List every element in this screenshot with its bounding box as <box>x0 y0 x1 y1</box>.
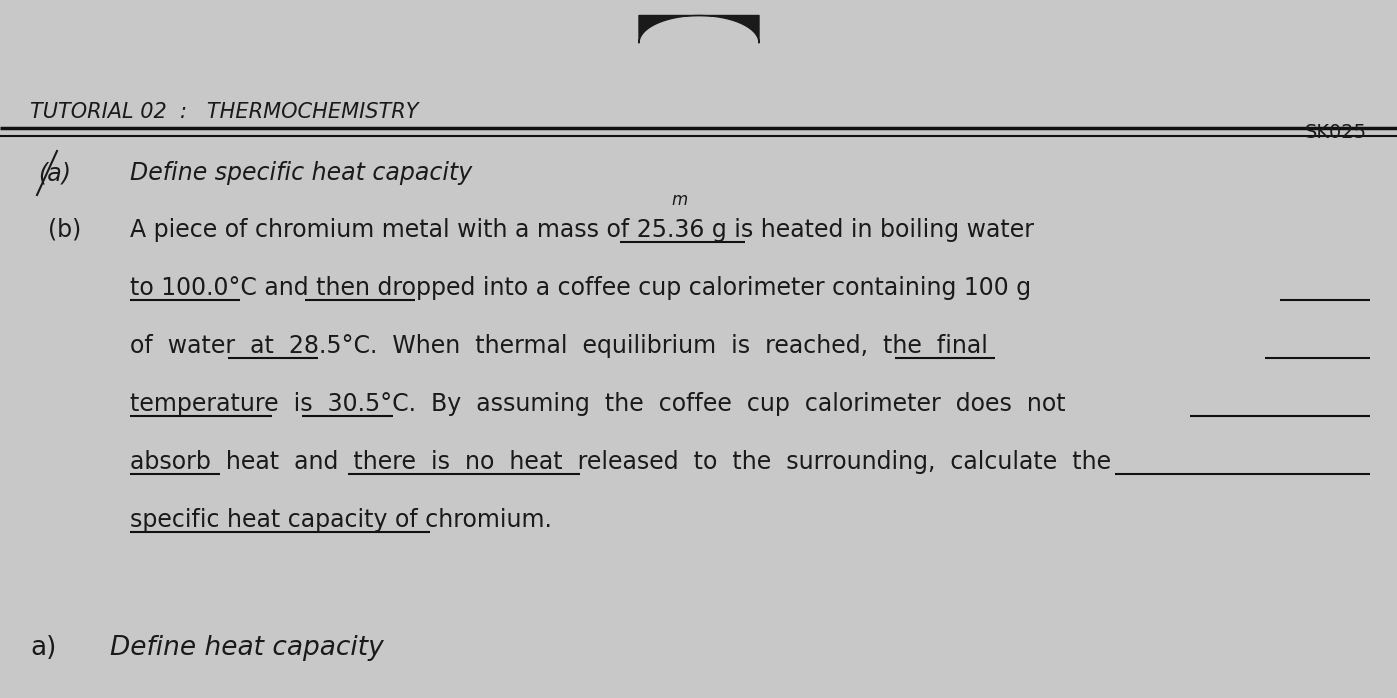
Text: Define heat capacity: Define heat capacity <box>110 635 384 661</box>
Text: a): a) <box>29 635 56 661</box>
Text: A piece of chromium metal with a mass of 25.36 g is heated in boiling water: A piece of chromium metal with a mass of… <box>130 218 1034 242</box>
Text: SK025: SK025 <box>1305 123 1368 142</box>
Text: Define specific heat capacity: Define specific heat capacity <box>130 161 472 185</box>
Text: absorb  heat  and  there  is  no  heat  released  to  the  surrounding,  calcula: absorb heat and there is no heat release… <box>130 450 1111 474</box>
Text: (a): (a) <box>39 161 71 185</box>
Text: of  water  at  28.5°C.  When  thermal  equilibrium  is  reached,  the  final: of water at 28.5°C. When thermal equilib… <box>130 334 988 358</box>
Text: TUTORIAL 02  :   THERMOCHEMISTRY: TUTORIAL 02 : THERMOCHEMISTRY <box>29 102 419 122</box>
Text: to 100.0°C and then dropped into a coffee cup calorimeter containing 100 g: to 100.0°C and then dropped into a coffe… <box>130 276 1031 300</box>
Text: m: m <box>672 191 689 209</box>
Text: specific heat capacity of chromium.: specific heat capacity of chromium. <box>130 508 552 532</box>
Text: (b): (b) <box>49 218 81 242</box>
Text: temperature  is  30.5°C.  By  assuming  the  coffee  cup  calorimeter  does  not: temperature is 30.5°C. By assuming the c… <box>130 392 1066 416</box>
